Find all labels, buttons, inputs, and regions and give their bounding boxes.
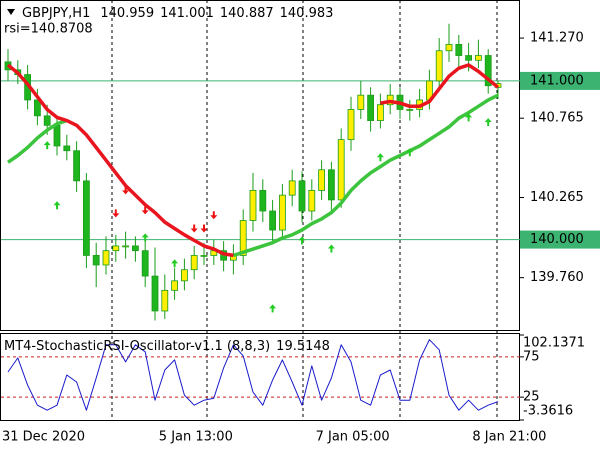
- candle-body: [298, 180, 306, 212]
- buy-arrow: [269, 304, 277, 313]
- level-label: 140.000: [530, 232, 584, 247]
- candle-body: [259, 189, 267, 212]
- x-tick-label: 7 Jan 05:00: [316, 430, 390, 445]
- indicator-line: [7, 118, 68, 164]
- sell-arrow: [122, 186, 130, 195]
- candle-body: [445, 44, 453, 52]
- candle-body: [161, 289, 169, 312]
- candle-body: [141, 250, 149, 277]
- candle-body: [327, 169, 335, 201]
- buy-arrow: [376, 153, 384, 162]
- y-tick-label: 25: [523, 390, 540, 405]
- indicator-line: [7, 339, 499, 411]
- candle-body: [83, 180, 90, 256]
- buy-arrow: [327, 244, 335, 253]
- candle-body: [53, 124, 61, 147]
- candle-body: [337, 139, 345, 201]
- sell-arrow: [200, 224, 208, 233]
- candle-body: [278, 194, 286, 231]
- indicator-panel-frame: [0, 333, 520, 421]
- candle-body: [376, 104, 384, 121]
- collapse-icon: [7, 9, 15, 15]
- buy-arrow: [43, 141, 51, 150]
- buy-arrow: [53, 201, 61, 210]
- candle-body: [180, 269, 188, 282]
- sell-arrow: [112, 209, 120, 218]
- candle-body: [308, 189, 316, 212]
- candle-body: [200, 255, 208, 257]
- level-label: 141.000: [530, 73, 584, 88]
- indicator-line: [380, 63, 500, 109]
- candle-body: [288, 180, 296, 196]
- candle-body: [171, 280, 179, 291]
- candle-body: [122, 245, 129, 248]
- buy-arrow: [171, 259, 179, 268]
- candle-body: [239, 220, 247, 256]
- sell-arrow: [190, 224, 198, 233]
- high-value: 141.001: [160, 6, 214, 21]
- level-label-bg: [520, 230, 600, 249]
- y-tick-label: 140.265: [530, 190, 584, 205]
- candle-body: [367, 94, 375, 121]
- indicator-line: [6, 63, 234, 258]
- buy-arrow: [298, 236, 306, 245]
- candle-body: [92, 255, 100, 266]
- candle-body: [151, 275, 159, 312]
- candle-body: [357, 94, 365, 110]
- plot-layer: 141.000 140.000 141.270 140.765 140.265 139.7…: [1, 23, 600, 445]
- x-tick-label: 5 Jan 13:00: [159, 430, 233, 445]
- buy-arrow: [141, 233, 149, 242]
- candle-body: [347, 109, 355, 141]
- level-label-bg: [520, 71, 600, 90]
- open-value: 140.959: [100, 6, 154, 21]
- buy-arrow: [406, 148, 414, 157]
- y-tick-label: 141.270: [530, 31, 584, 46]
- candle-body: [34, 99, 41, 117]
- candle-body: [102, 250, 110, 266]
- candle-body: [249, 189, 257, 221]
- x-tick-label: 8 Jan 21:00: [472, 430, 546, 445]
- candle-body: [465, 55, 473, 61]
- y-tick-label: -3.3616: [523, 404, 573, 419]
- candle-body: [190, 255, 198, 271]
- candle-body: [73, 150, 80, 182]
- sell-arrow: [141, 206, 149, 215]
- buy-arrow: [465, 113, 473, 122]
- rsi-annotation: rsi=140.8708: [4, 22, 93, 37]
- y-tick-label: 140.765: [530, 111, 584, 126]
- candle-body: [406, 109, 414, 111]
- candle-body: [269, 210, 277, 231]
- chart-header: GBPJPY,H1 140.959 141.001 140.887 140.983: [22, 6, 333, 21]
- candle-body: [484, 55, 492, 87]
- sell-arrow: [210, 211, 218, 220]
- indicator-header: MT4-StochasticRSI-Oscillator-v1.1 (8,8,3…: [4, 339, 330, 354]
- candle-body: [63, 145, 71, 152]
- candle-body: [455, 44, 463, 56]
- indicator-value: 19.5148: [276, 339, 330, 354]
- candle-body: [229, 255, 237, 261]
- candle-body: [318, 169, 326, 191]
- candle-body: [43, 115, 51, 126]
- candle-body: [131, 245, 139, 252]
- buy-arrow: [484, 118, 492, 127]
- x-tick-label: 31 Dec 2020: [2, 430, 85, 445]
- symbol: GBPJPY,H1: [22, 6, 90, 21]
- y-tick-label: 102.1371: [523, 336, 585, 351]
- main-panel-frame: [0, 0, 520, 331]
- indicator-line: [232, 93, 499, 258]
- candle-body: [474, 55, 482, 61]
- candle-body: [435, 50, 443, 82]
- y-tick-label: 75: [523, 349, 540, 364]
- indicator-title: MT4-StochasticRSI-Oscillator-v1.1 (8,8,3…: [4, 339, 270, 354]
- y-tick-label: 139.760: [530, 270, 584, 285]
- low-value: 140.887: [220, 6, 274, 21]
- candle-body: [112, 245, 120, 252]
- close-value: 140.983: [280, 6, 334, 21]
